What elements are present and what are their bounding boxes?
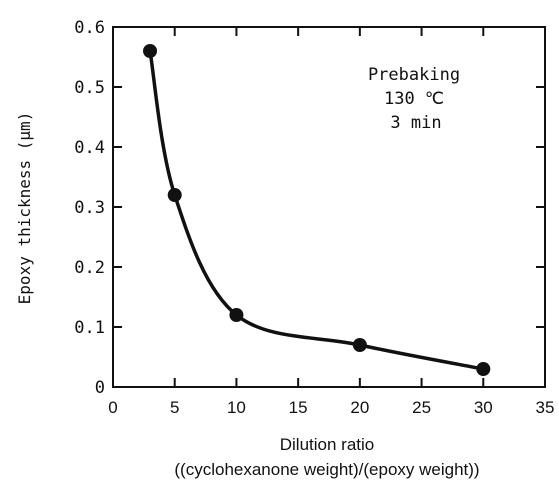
y-tick-label: 0.1 (74, 318, 105, 338)
ticks: 0 5 10 15 20 25 30 35 0 0.1 0.2 0.3 0.4 0.5 0.6 (74, 18, 554, 417)
x-tick-label: 20 (350, 398, 369, 417)
annotation-line-3: 3 min (390, 113, 441, 133)
y-tick-label: 0.3 (74, 198, 105, 218)
data-point (353, 338, 367, 352)
y-tick-label: 0.5 (74, 78, 105, 98)
data-point (143, 44, 157, 58)
y-tick-label: 0 (95, 378, 105, 398)
data-point (168, 188, 182, 202)
x-tick-label: 10 (227, 398, 246, 417)
x-tick-label: 0 (108, 398, 117, 417)
x-tick-label: 35 (536, 398, 555, 417)
y-tick-label: 0.6 (74, 18, 105, 38)
data-point (229, 308, 243, 322)
annotation-line-1: Prebaking (368, 65, 460, 85)
y-tick-label: 0.4 (74, 138, 105, 158)
x-axis-title-line2: ((cyclohexanone weight)/(epoxy weight)) (174, 460, 479, 479)
x-tick-label: 5 (170, 398, 179, 417)
data-point (476, 362, 490, 376)
x-tick-label: 25 (412, 398, 431, 417)
x-tick-label: 30 (474, 398, 493, 417)
annotation-line-2: 130 ℃ (384, 89, 444, 109)
y-axis-title: Epoxy thickness (μm) (15, 112, 34, 305)
x-tick-label: 15 (289, 398, 308, 417)
y-tick-label: 0.2 (74, 258, 105, 278)
x-axis-title: Dilution ratio (280, 435, 375, 454)
